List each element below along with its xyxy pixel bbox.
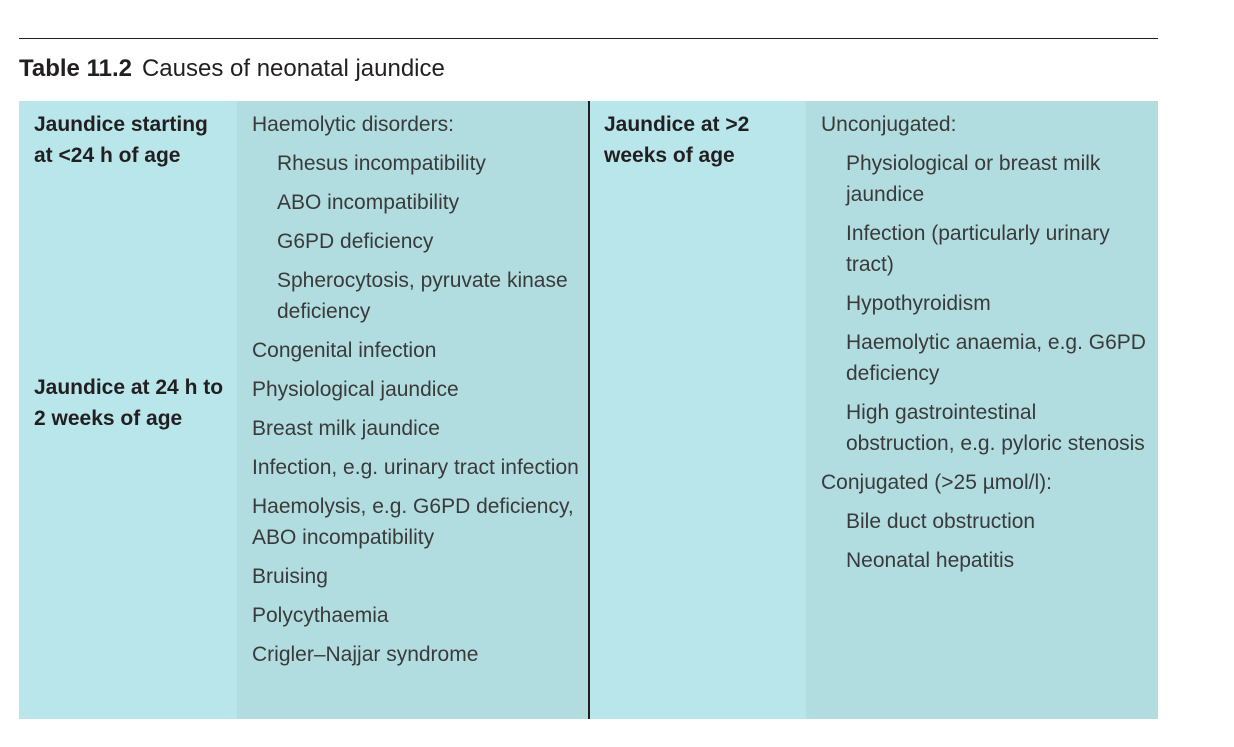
list-item: High gastrointestinal obstruction, e.g. … (846, 401, 1145, 455)
list-item: ABO incompatibility (277, 191, 460, 214)
list-item: Spherocytosis, pyruvate kinase deficienc… (277, 269, 568, 323)
top-rule (19, 38, 1158, 39)
table-number: Table 11.2 (19, 55, 132, 82)
list-item: Congenital infection (252, 339, 437, 362)
list-item: Breast milk jaundice (252, 417, 440, 440)
right-causes-column: Unconjugated: Physiological or breast mi… (806, 101, 1158, 719)
list-item: Infection (particularly urinary tract) (846, 222, 1110, 276)
table-title: Causes of neonatal jaundice (141, 55, 445, 82)
row-label-over-2-weeks: Jaundice at >2 weeks of age (604, 113, 750, 167)
left-causes-list: Haemolytic disorders: Rhesus incompatibi… (252, 109, 580, 678)
list-item: Crigler–Najjar syndrome (252, 643, 479, 666)
list-item: Haemolysis, e.g. G6PD deficiency, ABO in… (252, 495, 574, 549)
list-item: Haemolytic disorders: (252, 113, 454, 136)
right-label-column: Jaundice at >2 weeks of age (588, 101, 806, 719)
list-item: Unconjugated: (821, 113, 957, 136)
list-item: Haemolytic anaemia, e.g. G6PD deficiency (846, 331, 1146, 385)
list-item: Conjugated (>25 µmol/l): (821, 471, 1052, 494)
list-item: Hypothyroidism (846, 292, 991, 315)
list-item: Bile duct obstruction (846, 510, 1036, 533)
table-caption: Table 11.2 Causes of neonatal jaundice (19, 54, 445, 84)
left-label-column: Jaundice starting at <24 h of age Jaundi… (19, 101, 237, 719)
right-causes-list: Unconjugated: Physiological or breast mi… (821, 109, 1149, 584)
causes-table: Jaundice starting at <24 h of age Jaundi… (19, 101, 1158, 719)
list-item: Physiological jaundice (252, 378, 459, 401)
left-causes-column: Haemolytic disorders: Rhesus incompatibi… (237, 101, 588, 719)
list-item: Neonatal hepatitis (846, 549, 1015, 572)
list-item: G6PD deficiency (277, 230, 434, 253)
row-label-24h-to-2-weeks: Jaundice at 24 h to 2 weeks of age (34, 376, 224, 430)
list-item: Physiological or breast milk jaundice (846, 152, 1101, 206)
row-label-under-24h: Jaundice starting at <24 h of age (34, 113, 208, 167)
list-item: Polycythaemia (252, 604, 389, 627)
list-item: Rhesus incompatibility (277, 152, 486, 175)
list-item: Infection, e.g. urinary tract infection (252, 456, 579, 479)
list-item: Bruising (252, 565, 328, 588)
